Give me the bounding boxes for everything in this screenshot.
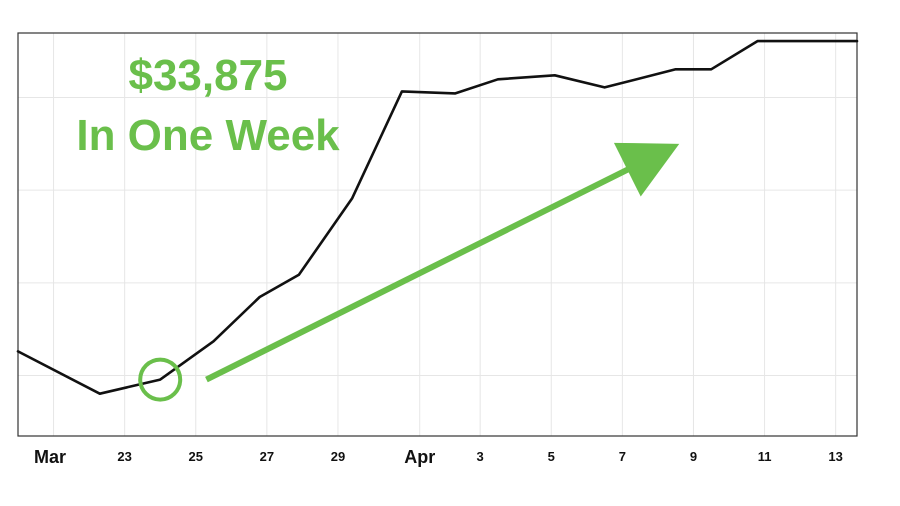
price-series-line [16,39,859,395]
x-tick-label: 11 [758,449,772,464]
chart-gridlines [18,33,857,436]
x-tick-label: Mar [34,447,66,467]
x-tick-label: 25 [189,449,203,464]
x-tick-label: 9 [690,449,697,464]
trend-arrow [205,142,680,383]
x-tick-label: 27 [260,449,274,464]
gain-period-label: In One Week [76,111,340,160]
x-tick-label: 3 [477,449,484,464]
trend-arrow-shaft [205,164,635,383]
x-tick-label: 23 [117,449,131,464]
buy-point-marker [138,357,183,402]
x-tick-label: Apr [404,447,435,467]
x-axis-tick-labels: Mar 23 25 27 29 Apr 3 5 7 9 11 13 [34,447,843,467]
plot-frame [17,32,858,437]
x-tick-label: 5 [548,449,555,464]
x-tick-label: 13 [828,449,842,464]
x-tick-label: 29 [331,449,345,464]
gain-amount-label: $33,875 [128,51,287,100]
x-tick-label: 7 [619,449,626,464]
trend-arrow-head [613,142,680,197]
